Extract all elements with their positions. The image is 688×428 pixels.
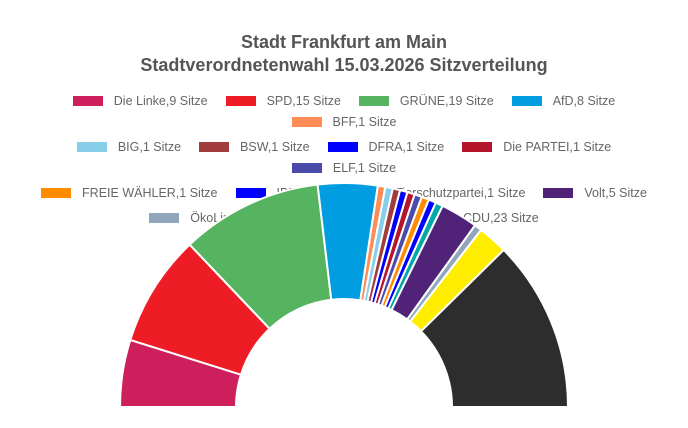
- legend-swatch: [358, 95, 389, 106]
- legend-label: CDU,23 Sitze: [462, 210, 539, 225]
- legend-swatch: [72, 95, 103, 106]
- legend-swatch: [543, 187, 574, 198]
- legend-swatch: [291, 162, 322, 173]
- legend-swatch: [511, 95, 542, 106]
- legend-label: Volt,5 Sitze: [584, 185, 647, 200]
- legend-label: Die PARTEI,1 Sitze: [503, 139, 612, 154]
- legend-label: ELF,1 Sitze: [332, 160, 397, 175]
- chart-title: Stadt Frankfurt am Main: [240, 32, 448, 52]
- legend-label: BIG,1 Sitze: [117, 139, 182, 154]
- legend-label: BFF,1 Sitze: [332, 114, 397, 129]
- legend-label: AfD,8 Sitze: [552, 93, 616, 108]
- legend-item[interactable]: FREIE WÄHLER,1 Sitze: [41, 184, 218, 201]
- legend-label: GRÜNE,19 Sitze: [399, 93, 494, 108]
- legend-item[interactable]: GRÜNE,19 Sitze: [358, 92, 494, 109]
- legend-swatch: [41, 187, 72, 198]
- legend-item[interactable]: AfD,8 Sitze: [511, 92, 616, 109]
- legend-item[interactable]: BFF,1 Sitze: [291, 113, 397, 130]
- legend-swatch: [291, 116, 322, 127]
- legend-label: SPD,15 Sitze: [266, 93, 341, 108]
- legend-item[interactable]: Die Linke,9 Sitze: [72, 92, 208, 109]
- legend-swatch: [225, 95, 256, 106]
- legend-swatch: [235, 187, 266, 198]
- legend-item[interactable]: BSW,1 Sitze: [199, 138, 310, 155]
- legend-item[interactable]: BIG,1 Sitze: [76, 138, 182, 155]
- legend-item[interactable]: Volt,5 Sitze: [543, 184, 647, 201]
- chart-subtitle: Stadtverordnetenwahl 15.03.2026 Sitzvert…: [140, 55, 548, 75]
- legend: Die Linke,9 Sitze SPD,15 Sitze GRÜNE,19 Si…: [14, 92, 674, 226]
- legend-label: DFRA,1 Sitze: [368, 139, 445, 154]
- legend-item[interactable]: SPD,15 Sitze: [225, 92, 341, 109]
- legend-swatch: [199, 141, 230, 152]
- legend-label: BSW,1 Sitze: [240, 139, 310, 154]
- legend-item[interactable]: DFRA,1 Sitze: [327, 138, 445, 155]
- legend-label: FREIE WÄHLER,1 Sitze: [82, 185, 218, 200]
- legend-swatch: [149, 212, 180, 223]
- segment-cdu[interactable]: [419, 248, 570, 408]
- legend-label: Tierschutzpartei,1 Sitze: [395, 185, 526, 200]
- legend-swatch: [462, 141, 493, 152]
- legend-swatch: [327, 141, 358, 152]
- legend-label: Die Linke,9 Sitze: [113, 93, 208, 108]
- legend-item[interactable]: ELF,1 Sitze: [291, 159, 397, 176]
- legend-swatch: [76, 141, 107, 152]
- legend-item[interactable]: Die PARTEI,1 Sitze: [462, 138, 611, 155]
